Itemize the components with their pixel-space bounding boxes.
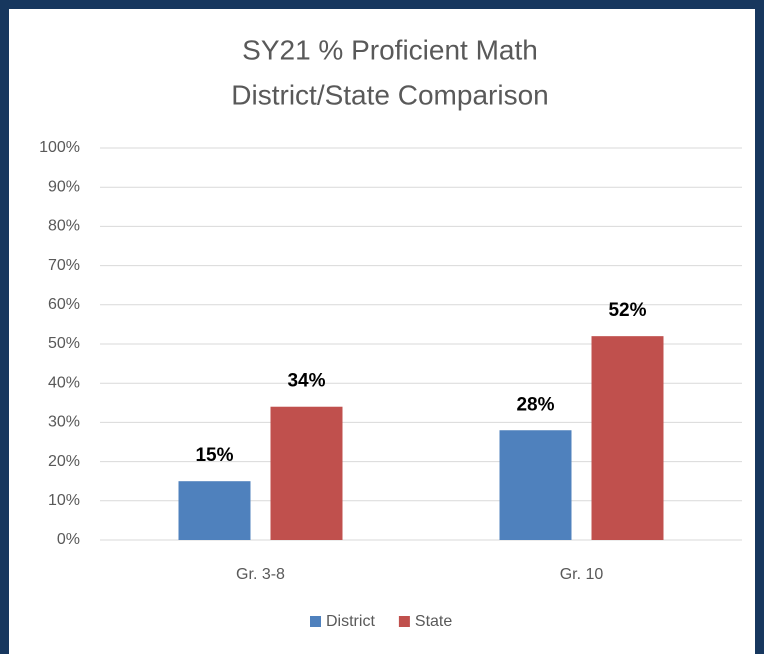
y-tick-label: 50% <box>48 335 80 352</box>
y-tick-label: 30% <box>48 414 80 431</box>
legend-swatch <box>310 616 321 627</box>
value-label: 15% <box>195 445 233 466</box>
y-tick-label: 80% <box>48 218 80 235</box>
legend-swatch <box>398 616 410 627</box>
bar <box>270 406 343 540</box>
x-tick-label: Gr. 3-8 <box>236 566 285 583</box>
value-label: 52% <box>608 300 646 321</box>
y-tick-label: 100% <box>39 139 80 156</box>
chart-title: District/State Comparison <box>231 79 548 110</box>
bar <box>178 481 251 540</box>
y-tick-label: 0% <box>57 531 80 548</box>
x-tick-label: Gr. 10 <box>560 566 604 583</box>
y-tick-label: 60% <box>48 296 80 313</box>
y-tick-label: 20% <box>48 453 80 470</box>
bar <box>499 430 572 540</box>
y-tick-label: 70% <box>48 257 80 274</box>
y-tick-label: 10% <box>48 492 80 509</box>
legend-label: State <box>415 613 452 630</box>
y-tick-label: 40% <box>48 374 80 391</box>
chart-title: SY21 % Proficient Math <box>242 34 538 65</box>
bar <box>591 336 664 540</box>
legend-label: District <box>326 613 375 630</box>
chart-area <box>9 9 755 654</box>
y-tick-label: 90% <box>48 178 80 195</box>
value-label: 28% <box>516 394 554 415</box>
value-label: 34% <box>287 371 325 392</box>
